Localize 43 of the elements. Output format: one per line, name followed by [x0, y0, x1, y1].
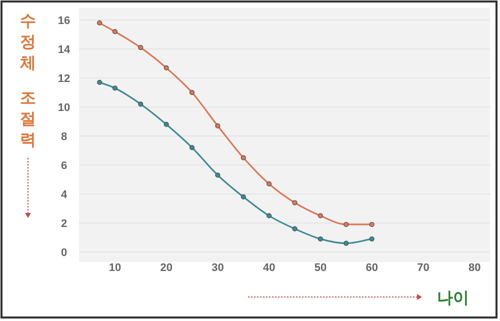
- point: [164, 122, 169, 127]
- y-tick-label: 0: [60, 247, 68, 259]
- point: [292, 200, 298, 206]
- x-tick-label: 30: [212, 262, 224, 274]
- x-tick-label: 50: [314, 262, 327, 274]
- point: [240, 155, 246, 160]
- x-tick-label: 40: [262, 262, 276, 274]
- point: [318, 213, 323, 218]
- x-tick-label: 20: [160, 262, 172, 274]
- point: [344, 240, 349, 246]
- x-tick-label: 60: [366, 262, 378, 274]
- point: [266, 213, 272, 218]
- point: [369, 222, 374, 227]
- y-tick-label: 16: [58, 15, 70, 27]
- point: [266, 181, 272, 186]
- point: [292, 226, 298, 232]
- y-tick-label: 14: [58, 44, 71, 56]
- y-tick-label: 4: [60, 189, 68, 201]
- point: [97, 80, 102, 85]
- y-tick-label: 12: [58, 73, 70, 85]
- point: [190, 90, 195, 95]
- point: [344, 222, 349, 227]
- point: [318, 236, 323, 242]
- point: [164, 65, 169, 70]
- point: [138, 102, 144, 107]
- point: [215, 123, 220, 128]
- y-tick-label: 10: [58, 102, 70, 114]
- x-tick-label: 10: [108, 262, 122, 274]
- y-tick-label: 8: [60, 131, 68, 143]
- x-tick-label: 80: [468, 262, 481, 274]
- point: [112, 29, 118, 34]
- point: [112, 86, 118, 91]
- point: [138, 45, 144, 50]
- y-tick-label: 6: [60, 160, 68, 172]
- x-tick-label: 70: [417, 262, 430, 274]
- point: [240, 194, 246, 200]
- point: [215, 172, 220, 178]
- y-tick-label: 2: [60, 218, 68, 230]
- point: [369, 236, 374, 242]
- y-axis-title: 수정체 조절력: [19, 13, 36, 149]
- x-axis-title: 나이: [437, 290, 469, 307]
- point: [190, 145, 195, 150]
- point: [97, 20, 102, 26]
